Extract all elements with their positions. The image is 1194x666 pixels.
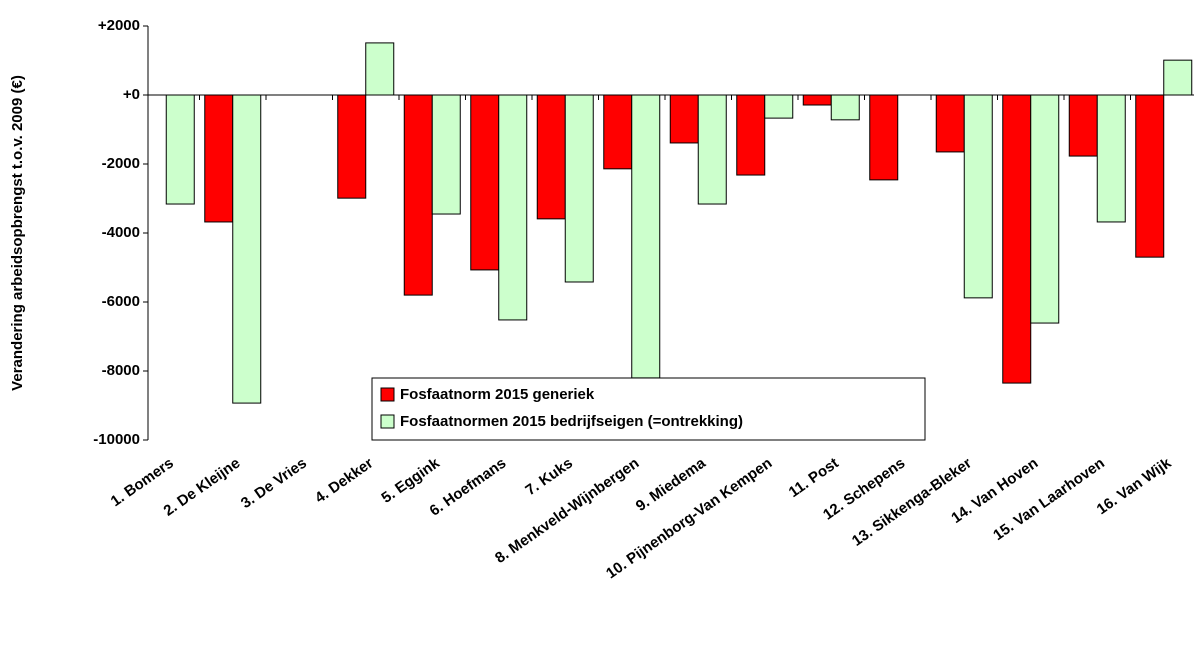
bar — [1096, 94, 1126, 223]
bar — [764, 94, 794, 119]
bar — [963, 94, 993, 299]
x-tick-label: 7. Kuks — [522, 455, 575, 500]
bar — [204, 94, 234, 223]
x-tick-label: 5. Eggink — [378, 454, 443, 507]
x-tick-label: 3. De Vries — [238, 455, 310, 512]
legend-box — [371, 377, 926, 441]
y-tick-label: -2000 — [102, 155, 140, 172]
bar — [736, 94, 766, 176]
x-tick-label: 13. Sikkenga-Bleker — [849, 455, 975, 550]
y-tick-label: -6000 — [102, 293, 140, 310]
y-tick-label: +0 — [123, 86, 140, 103]
bar — [536, 94, 566, 220]
bar — [1002, 94, 1032, 384]
bar — [1135, 94, 1165, 258]
bar — [1163, 59, 1193, 96]
bar — [830, 94, 860, 121]
bar — [337, 94, 367, 199]
bar — [365, 42, 395, 96]
y-tick-label: -4000 — [102, 224, 140, 241]
bar — [431, 94, 461, 215]
bar — [697, 94, 727, 205]
bar — [403, 94, 433, 296]
bar — [165, 94, 195, 205]
bar — [802, 94, 832, 106]
y-axis-label: Verandering arbeidsopbrengst t.o.v. 2009… — [9, 75, 26, 391]
y-tick-label: -8000 — [102, 362, 140, 379]
bar — [869, 94, 899, 181]
bar — [935, 94, 965, 153]
bar — [603, 94, 633, 170]
bar — [232, 94, 262, 404]
x-tick-label: 11. Post — [786, 455, 842, 501]
legend-swatch — [380, 414, 395, 429]
x-tick-label: 16. Van Wijk — [1094, 454, 1175, 518]
legend-swatch — [380, 387, 395, 402]
y-tick-label: +2000 — [98, 17, 140, 34]
bar — [669, 94, 699, 144]
x-tick-label: 15. Van Laarhoven — [990, 455, 1108, 544]
bar — [631, 94, 661, 379]
legend-label: Fosfaatnormen 2015 bedrijfseigen (=ontre… — [400, 413, 743, 430]
bar — [1068, 94, 1098, 157]
legend-label: Fosfaatnorm 2015 generiek — [400, 386, 595, 403]
bar — [564, 94, 594, 283]
bar — [1030, 94, 1060, 324]
bar — [470, 94, 500, 271]
bar — [498, 94, 528, 321]
y-tick-label: -10000 — [93, 431, 140, 448]
x-tick-label: 4. Dekker — [312, 455, 377, 507]
